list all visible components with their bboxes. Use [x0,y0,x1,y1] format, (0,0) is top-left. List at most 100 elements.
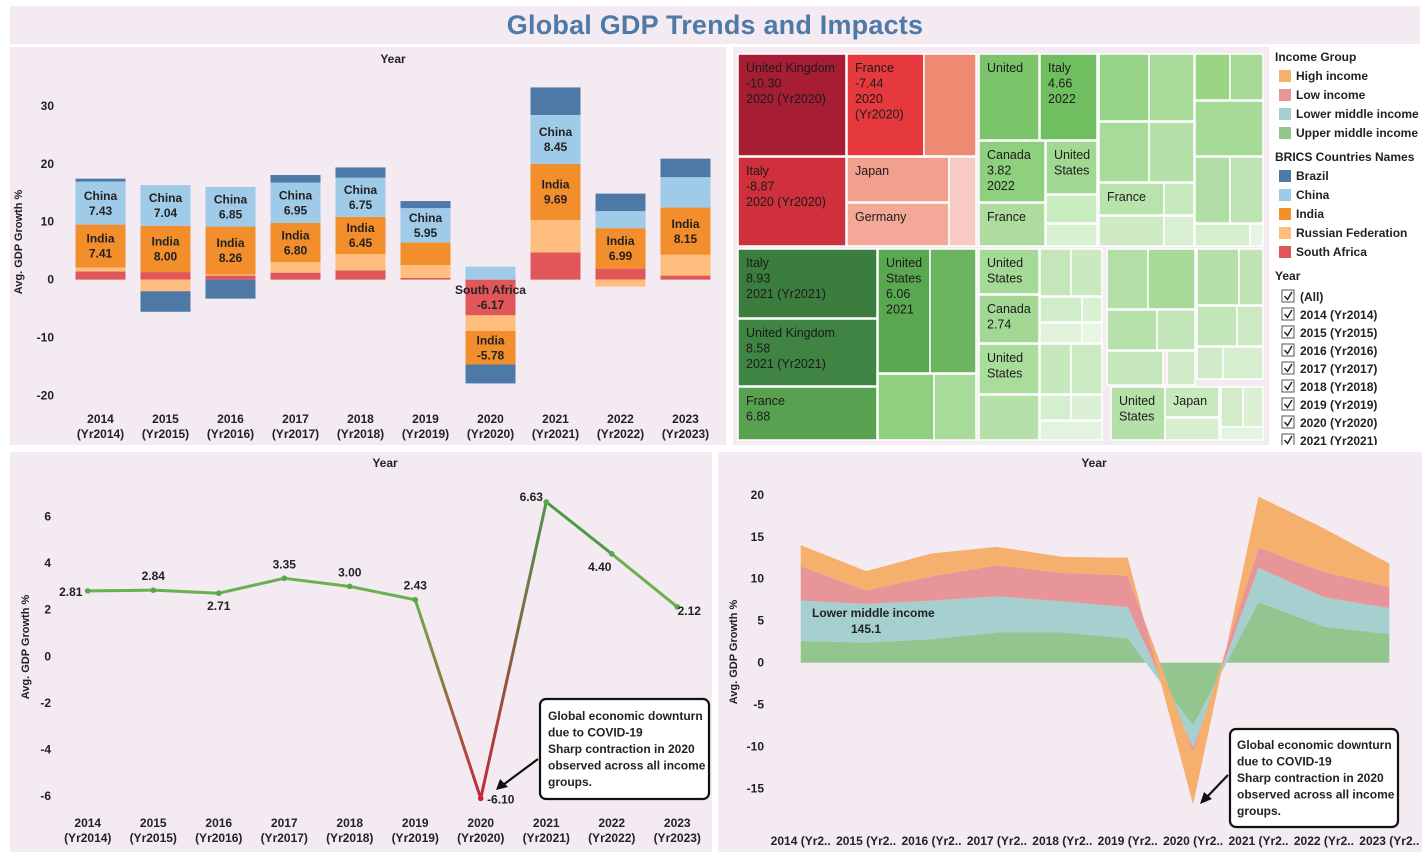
treemap-cell[interactable] [1110,386,1166,441]
bar-segment-india[interactable] [400,242,451,266]
bar-segment-russian-federation[interactable] [270,262,321,273]
bar-segment-russian-federation[interactable] [595,279,646,287]
line-segment[interactable] [217,576,286,595]
bar-segment-china[interactable] [140,185,191,226]
bar-segment-south-africa[interactable] [595,268,646,280]
area-series-low-income[interactable] [800,547,1390,753]
treemap-cell[interactable] [1039,343,1072,395]
bar-segment-india[interactable] [530,163,581,220]
bar-segment-south-africa[interactable] [270,272,321,280]
bar-segment-south-africa[interactable] [140,272,191,280]
bar-segment-brazil[interactable] [75,178,126,182]
line-segment[interactable] [479,500,548,800]
treemap-cell[interactable] [1081,322,1103,344]
treemap-cell[interactable] [1081,296,1103,323]
bar-segment-brazil[interactable] [335,167,386,178]
bar-segment-china[interactable] [270,182,321,223]
line-point[interactable] [477,795,484,802]
treemap-cell[interactable] [978,343,1040,395]
treemap-cell[interactable] [978,248,1040,295]
treemap-cell[interactable] [1070,248,1103,297]
treemap-cell[interactable] [929,248,977,374]
line-point[interactable] [412,596,419,603]
treemap-cell[interactable] [1163,215,1195,247]
treemap-cell[interactable] [978,53,1040,141]
treemap-cell[interactable] [1164,386,1220,418]
treemap-cell[interactable] [1196,248,1240,306]
line-segment[interactable] [544,500,614,556]
treemap-cell[interactable] [978,294,1040,344]
treemap-cell[interactable] [1238,248,1264,306]
line-point[interactable] [674,604,681,610]
bar-segment-russian-federation[interactable] [75,267,126,272]
treemap-cell[interactable] [923,53,977,157]
line-segment[interactable] [86,588,155,593]
bar-segment-india[interactable] [465,330,516,365]
bar-segment-south-africa[interactable] [335,270,386,280]
line-segment[interactable] [610,552,679,609]
treemap-cell[interactable] [1166,350,1196,386]
treemap-cell[interactable] [1163,182,1195,216]
treemap-cell[interactable] [948,156,977,247]
treemap-cell[interactable] [1229,156,1264,224]
bar-segment-russian-federation[interactable] [400,265,451,278]
year-checkbox[interactable] [1281,361,1295,375]
treemap-cell[interactable] [737,53,847,157]
treemap-cell[interactable] [1229,53,1264,101]
treemap-cell[interactable] [1220,426,1264,441]
treemap-cell[interactable] [978,394,1040,441]
area-series-high-income[interactable] [800,496,1390,805]
treemap-cell[interactable] [978,202,1046,247]
treemap-cell[interactable] [1039,394,1072,421]
bar-segment-china[interactable] [75,181,126,225]
bar-segment-china[interactable] [205,186,256,227]
bar-segment-russian-federation[interactable] [205,274,256,276]
treemap-cell[interactable] [1148,53,1195,122]
line-segment[interactable] [151,588,221,595]
line-segment[interactable] [348,584,417,602]
year-checkbox[interactable] [1281,415,1295,429]
bar-segment-brazil[interactable] [205,279,256,299]
treemap-cell[interactable] [1039,296,1083,323]
treemap-cell[interactable] [1194,53,1231,101]
line-point[interactable] [346,583,353,590]
bar-segment-russian-federation[interactable] [140,279,191,292]
line-point[interactable] [150,587,157,593]
bar-segment-india[interactable] [75,224,126,268]
bar-segment-russian-federation[interactable] [335,254,386,271]
bar-segment-brazil[interactable] [400,201,451,209]
bar-segment-brazil[interactable] [530,87,581,115]
bar-segment-south-africa[interactable] [465,279,516,316]
treemap-cell[interactable] [737,248,878,319]
treemap-cell[interactable] [1156,309,1196,351]
line-point[interactable] [281,575,288,582]
treemap-cell[interactable] [1106,309,1158,351]
bar-segment-south-africa[interactable] [660,275,711,280]
bar-segment-china[interactable] [660,177,711,208]
treemap-cell[interactable] [1249,223,1264,247]
bar-segment-india[interactable] [140,225,191,273]
treemap-cell[interactable] [737,386,878,441]
bar-segment-south-africa[interactable] [205,275,256,280]
year-checkbox[interactable] [1281,343,1295,357]
brics-bar-chart[interactable]: Year Avg. GDP Growth % 30 20 10 0 -10 -20 2014 (Y… [10,47,726,445]
treemap-cell[interactable] [737,156,847,247]
treemap-cell[interactable] [978,140,1046,203]
treemap-cell[interactable] [1196,305,1238,347]
bar-segment-china[interactable] [400,208,451,243]
income-area-chart[interactable]: Year Avg. GDP Growth % 20 15 10 5 0 -5 -10 -15 Low… [718,452,1422,852]
bar-segment-south-africa[interactable] [530,252,581,280]
treemap-cell[interactable] [1148,121,1195,183]
bar-segment-russian-federation[interactable] [530,220,581,253]
treemap-cell[interactable] [1194,223,1251,247]
treemap-cell[interactable] [1070,343,1103,395]
treemap-cell[interactable] [1039,420,1103,441]
treemap-cell[interactable] [1045,223,1098,247]
treemap-cell[interactable] [1236,305,1264,347]
line-segment[interactable] [282,576,352,588]
treemap-cell[interactable] [846,53,925,157]
treemap-cell[interactable] [1098,53,1150,122]
treemap-cell[interactable] [1222,346,1264,380]
bar-segment-south-africa[interactable] [400,277,451,280]
treemap-cell[interactable] [1194,156,1231,224]
